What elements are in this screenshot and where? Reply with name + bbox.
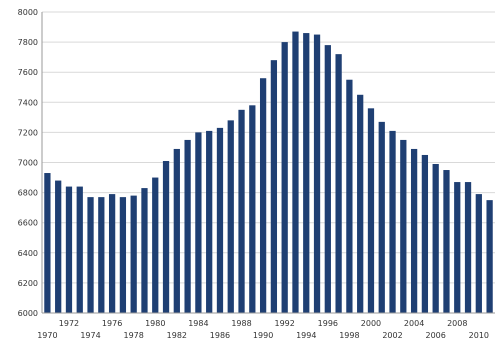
bar-1999 bbox=[357, 95, 363, 313]
bar-1991 bbox=[271, 60, 277, 313]
bar-1973 bbox=[77, 187, 83, 313]
x-tick-label: 2002 bbox=[382, 331, 402, 340]
bar-1980 bbox=[152, 178, 158, 313]
bar-2004 bbox=[411, 149, 417, 313]
x-tick-label: 1994 bbox=[296, 331, 316, 340]
x-tick-label: 2010 bbox=[469, 331, 489, 340]
y-tick-label: 7000 bbox=[18, 159, 38, 168]
x-tick-label: 1974 bbox=[80, 331, 100, 340]
bar-2006 bbox=[433, 164, 439, 313]
bar-1987 bbox=[228, 120, 234, 313]
bar-1984 bbox=[195, 132, 201, 313]
bar-1972 bbox=[66, 187, 72, 313]
x-tick-label: 1978 bbox=[123, 331, 143, 340]
x-tick-label: 1990 bbox=[253, 331, 273, 340]
bar-1979 bbox=[141, 188, 147, 313]
x-tick-label: 1982 bbox=[167, 331, 187, 340]
bar-2011 bbox=[486, 200, 492, 313]
bar-1994 bbox=[303, 33, 309, 313]
y-tick-label: 8000 bbox=[18, 8, 38, 17]
bar-2010 bbox=[476, 194, 482, 313]
bars bbox=[44, 32, 492, 313]
bar-2003 bbox=[400, 140, 406, 313]
bar-1995 bbox=[314, 35, 320, 313]
bar-1996 bbox=[325, 45, 331, 313]
bar-1970 bbox=[44, 173, 50, 313]
y-tick-label: 7400 bbox=[18, 98, 38, 107]
bar-2001 bbox=[379, 122, 385, 313]
y-tick-label: 7200 bbox=[18, 128, 38, 137]
x-tick-label: 1984 bbox=[188, 319, 208, 328]
bar-1988 bbox=[238, 110, 244, 313]
y-tick-label: 6200 bbox=[18, 279, 38, 288]
bar-1998 bbox=[346, 80, 352, 313]
y-tick-label: 7600 bbox=[18, 68, 38, 77]
x-tick-label: 1972 bbox=[59, 319, 79, 328]
bar-1992 bbox=[282, 42, 288, 313]
bar-2002 bbox=[389, 131, 395, 313]
bar-1974 bbox=[87, 197, 93, 313]
bar-1989 bbox=[249, 105, 255, 313]
bar-1975 bbox=[98, 197, 104, 313]
y-axis-tick-labels: 6000 6200 6400 6600 6800 7000 7200 7400 7600 7800… bbox=[18, 8, 38, 318]
x-tick-label: 2006 bbox=[425, 331, 445, 340]
bar-1976 bbox=[109, 194, 115, 313]
y-tick-label: 6800 bbox=[18, 189, 38, 198]
bar-1985 bbox=[206, 131, 212, 313]
x-tick-label: 1970 bbox=[37, 331, 57, 340]
x-tick-label: 1988 bbox=[231, 319, 251, 328]
bar-1977 bbox=[120, 197, 126, 313]
bar-2000 bbox=[368, 108, 374, 313]
y-tick-label: 6400 bbox=[18, 249, 38, 258]
x-tick-label: 2004 bbox=[404, 319, 424, 328]
bar-1983 bbox=[184, 140, 190, 313]
x-tick-label: 2008 bbox=[447, 319, 467, 328]
x-tick-label: 1976 bbox=[102, 319, 122, 328]
bar-1981 bbox=[163, 161, 169, 313]
x-tick-label: 2000 bbox=[361, 319, 381, 328]
x-tick-label: 1998 bbox=[339, 331, 359, 340]
bar-2008 bbox=[454, 182, 460, 313]
bar-1993 bbox=[292, 32, 298, 313]
bar-2007 bbox=[443, 170, 449, 313]
bar-1978 bbox=[131, 196, 137, 313]
bar-1990 bbox=[260, 78, 266, 313]
x-axis-tick-labels: 1972 1976 1980 1984 1988 1992 1996 2000 2004 2008… bbox=[37, 319, 489, 340]
bar-2005 bbox=[422, 155, 428, 313]
x-tick-label: 1980 bbox=[145, 319, 165, 328]
bar-1986 bbox=[217, 128, 223, 313]
y-tick-label: 6000 bbox=[18, 309, 38, 318]
bar-1997 bbox=[335, 54, 341, 313]
x-tick-label: 1996 bbox=[318, 319, 338, 328]
bar-1971 bbox=[55, 181, 61, 313]
x-tick-label: 1986 bbox=[210, 331, 230, 340]
y-tick-label: 6600 bbox=[18, 219, 38, 228]
y-tick-label: 7800 bbox=[18, 38, 38, 47]
x-tick-label: 1992 bbox=[274, 319, 294, 328]
bar-2009 bbox=[465, 182, 471, 313]
bar-1982 bbox=[174, 149, 180, 313]
